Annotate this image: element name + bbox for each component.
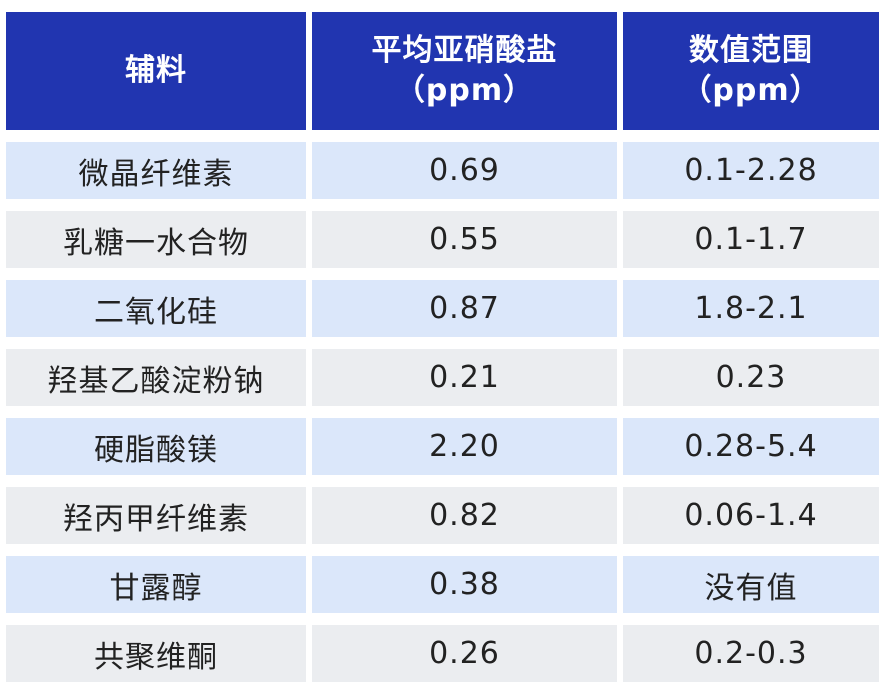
header-average-nitrite: 平均亚硝酸盐 （ppm） — [312, 12, 617, 130]
table-row: 乳糖一水合物 0.55 0.1-1.7 — [0, 211, 879, 268]
cell-average: 0.26 — [312, 625, 617, 682]
cell-average: 0.38 — [312, 556, 617, 613]
cell-average: 0.21 — [312, 349, 617, 406]
cell-range: 1.8-2.1 — [623, 280, 879, 337]
cell-range: 0.23 — [623, 349, 879, 406]
cell-excipient: 羟基乙酸淀粉钠 — [6, 349, 306, 406]
cell-average: 0.82 — [312, 487, 617, 544]
cell-excipient: 甘露醇 — [6, 556, 306, 613]
header-average-nitrite-unit: （ppm） — [394, 73, 535, 108]
cell-excipient: 乳糖一水合物 — [6, 211, 306, 268]
table-row: 羟基乙酸淀粉钠 0.21 0.23 — [0, 349, 879, 406]
table-row: 羟丙甲纤维素 0.82 0.06-1.4 — [0, 487, 879, 544]
header-average-nitrite-label: 平均亚硝酸盐 — [371, 33, 558, 68]
header-excipient-label: 辅料 — [125, 53, 187, 88]
cell-excipient: 共聚维酮 — [6, 625, 306, 682]
table-row: 二氧化硅 0.87 1.8-2.1 — [0, 280, 879, 337]
table-row: 硬脂酸镁 2.20 0.28-5.4 — [0, 418, 879, 475]
cell-excipient: 硬脂酸镁 — [6, 418, 306, 475]
header-excipient: 辅料 — [6, 12, 306, 130]
cell-excipient: 二氧化硅 — [6, 280, 306, 337]
header-value-range-unit: （ppm） — [681, 73, 821, 108]
cell-range: 没有值 — [623, 556, 879, 613]
header-value-range-label: 数值范围 — [689, 33, 813, 68]
cell-range: 0.06-1.4 — [623, 487, 879, 544]
cell-range: 0.1-1.7 — [623, 211, 879, 268]
table-row: 甘露醇 0.38 没有值 — [0, 556, 879, 613]
cell-average: 0.87 — [312, 280, 617, 337]
header-value-range: 数值范围 （ppm） — [623, 12, 879, 130]
cell-average: 2.20 — [312, 418, 617, 475]
cell-average: 0.69 — [312, 142, 617, 199]
cell-range: 0.28-5.4 — [623, 418, 879, 475]
cell-excipient: 微晶纤维素 — [6, 142, 306, 199]
table-row: 共聚维酮 0.26 0.2-0.3 — [0, 625, 879, 682]
cell-range: 0.2-0.3 — [623, 625, 879, 682]
table-header-row: 辅料 平均亚硝酸盐 （ppm） 数值范围 （ppm） — [0, 12, 879, 130]
table-row: 微晶纤维素 0.69 0.1-2.28 — [0, 142, 879, 199]
cell-range: 0.1-2.28 — [623, 142, 879, 199]
cell-average: 0.55 — [312, 211, 617, 268]
cell-excipient: 羟丙甲纤维素 — [6, 487, 306, 544]
